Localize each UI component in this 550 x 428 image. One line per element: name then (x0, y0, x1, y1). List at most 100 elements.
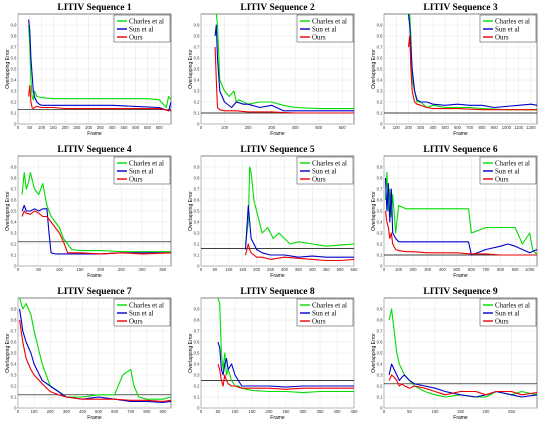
y-tick-label: 0.6 (11, 340, 17, 345)
x-tick-label: 700 (466, 125, 474, 130)
y-tick-label: 0.2 (377, 100, 383, 105)
y-tick-label: 0.3 (11, 373, 17, 378)
y-tick-label: 0.2 (194, 100, 200, 105)
y-tick-label: 0 (197, 264, 200, 269)
x-tick-label: 250 (508, 409, 516, 414)
y-tick-label: 0.1 (194, 395, 200, 400)
y-tick-label: 0.4 (194, 220, 200, 225)
chart-panel-1: LITIV Sequence 1 0 50 100 150 200 250 300 350 400… (2, 2, 185, 144)
y-tick-label: 0.9 (194, 23, 200, 28)
x-tick-label: 800 (497, 267, 505, 272)
x-tick-label: 1000 (525, 267, 535, 272)
y-tick-label: 0.4 (194, 362, 200, 367)
x-axis-label: Frame (453, 273, 468, 279)
y-axis-label: Overlapping Error (371, 49, 377, 89)
chart-panel-2: LITIV Sequence 2 0 100 200 300 400 500 600 0 0.1 0… (185, 2, 368, 144)
x-axis-label: Frame (87, 415, 102, 421)
legend-label: Charles et al (129, 159, 164, 167)
y-tick-label: 0.3 (377, 89, 383, 94)
y-tick-label: 0.1 (377, 253, 383, 258)
legend-label: Charles et al (495, 17, 530, 25)
x-tick-label: 300 (268, 125, 276, 130)
x-tick-label: 450 (351, 409, 359, 414)
x-tick-label: 250 (267, 267, 275, 272)
chart-title: LITIV Sequence 2 (240, 3, 315, 13)
y-tick-label: 0.6 (11, 56, 17, 61)
y-tick-label: 0.4 (11, 78, 17, 83)
chart-title: LITIV Sequence 9 (423, 287, 498, 297)
chart-svg: LITIV Sequence 5 0 50 100 150 200 250 300 350 400… (188, 145, 358, 279)
legend-label: Ours (495, 317, 509, 325)
chart-svg: LITIV Sequence 3 0 100 200 300 400 500 600 700 80… (371, 3, 538, 137)
series-line-sun (407, 13, 538, 109)
x-tick-label: 300 (300, 409, 308, 414)
y-tick-label: 0 (14, 406, 17, 411)
legend-label: Ours (129, 33, 143, 41)
x-tick-label: 100 (225, 267, 233, 272)
y-tick-label: 0.5 (377, 351, 383, 356)
chart-panel-4: LITIV Sequence 4 0 50 100 150 200 250 300 350 0 0.… (2, 144, 185, 286)
chart-title: LITIV Sequence 8 (240, 287, 315, 297)
chart-panel-3: LITIV Sequence 3 0 100 200 300 400 500 600 700 80… (368, 2, 550, 144)
x-axis-label: Frame (87, 131, 102, 137)
x-axis-label: Frame (270, 415, 285, 421)
y-tick-label: 0 (380, 122, 383, 127)
y-tick-label: 0.3 (194, 89, 200, 94)
x-tick-label: 150 (239, 267, 247, 272)
legend-label: Ours (312, 317, 326, 325)
legend-label: Charles et al (129, 301, 164, 309)
y-tick-label: 0.6 (377, 198, 383, 203)
x-tick-label: 150 (249, 409, 257, 414)
y-tick-label: 0.8 (377, 176, 383, 181)
y-tick-label: 0.2 (194, 384, 200, 389)
legend-label: Sun et al (495, 167, 520, 175)
chart-title: LITIV Sequence 3 (423, 3, 498, 13)
x-tick-label: 150 (50, 125, 58, 130)
chart-title: LITIV Sequence 1 (57, 3, 132, 13)
x-tick-label: 350 (159, 267, 167, 272)
y-tick-label: 0.6 (194, 198, 200, 203)
x-tick-label: 300 (417, 125, 425, 130)
series-line-ours (21, 210, 172, 255)
y-axis-label: Overlapping Error (5, 191, 11, 231)
legend-label: Ours (129, 317, 143, 325)
legend-label: Sun et al (129, 25, 154, 33)
chart-panel-8: LITIV Sequence 8 0 50 100 150 200 250 300 350 400… (185, 286, 368, 428)
x-tick-label: 600 (339, 125, 347, 130)
x-tick-label: 200 (483, 409, 491, 414)
y-axis-label: Overlapping Error (188, 191, 194, 231)
x-tick-label: 300 (424, 267, 432, 272)
y-tick-label: 0.2 (377, 242, 383, 247)
x-tick-label: 600 (454, 125, 462, 130)
y-tick-label: 0.8 (194, 318, 200, 323)
x-tick-label: 700 (127, 409, 135, 414)
x-tick-label: 400 (109, 125, 117, 130)
y-tick-label: 0.8 (194, 34, 200, 39)
y-tick-label: 0.9 (11, 307, 17, 312)
series-line-sun (28, 19, 172, 112)
x-tick-label: 0 (200, 409, 203, 414)
x-axis-label: Frame (270, 131, 285, 137)
x-tick-label: 100 (393, 125, 401, 130)
series-line-ours (244, 243, 355, 262)
x-tick-label: 0 (383, 409, 386, 414)
x-tick-label: 0 (383, 125, 386, 130)
y-tick-label: 0.7 (194, 329, 200, 334)
y-tick-label: 0.3 (377, 373, 383, 378)
y-tick-label: 0.8 (11, 34, 17, 39)
x-tick-label: 100 (56, 267, 64, 272)
chart-title: LITIV Sequence 6 (423, 145, 498, 155)
x-tick-label: 0 (17, 267, 20, 272)
x-axis-label: Frame (270, 273, 285, 279)
x-tick-label: 400 (334, 409, 342, 414)
y-tick-label: 0.2 (11, 384, 17, 389)
y-tick-label: 0.8 (194, 176, 200, 181)
y-tick-label: 0.7 (11, 329, 17, 334)
y-tick-label: 0.9 (194, 307, 200, 312)
x-tick-label: 500 (315, 125, 323, 130)
x-axis-label: Frame (453, 131, 468, 137)
y-tick-label: 0 (197, 406, 200, 411)
y-tick-label: 0.5 (194, 351, 200, 356)
y-tick-label: 0.1 (11, 111, 17, 116)
x-tick-label: 0 (200, 125, 203, 130)
